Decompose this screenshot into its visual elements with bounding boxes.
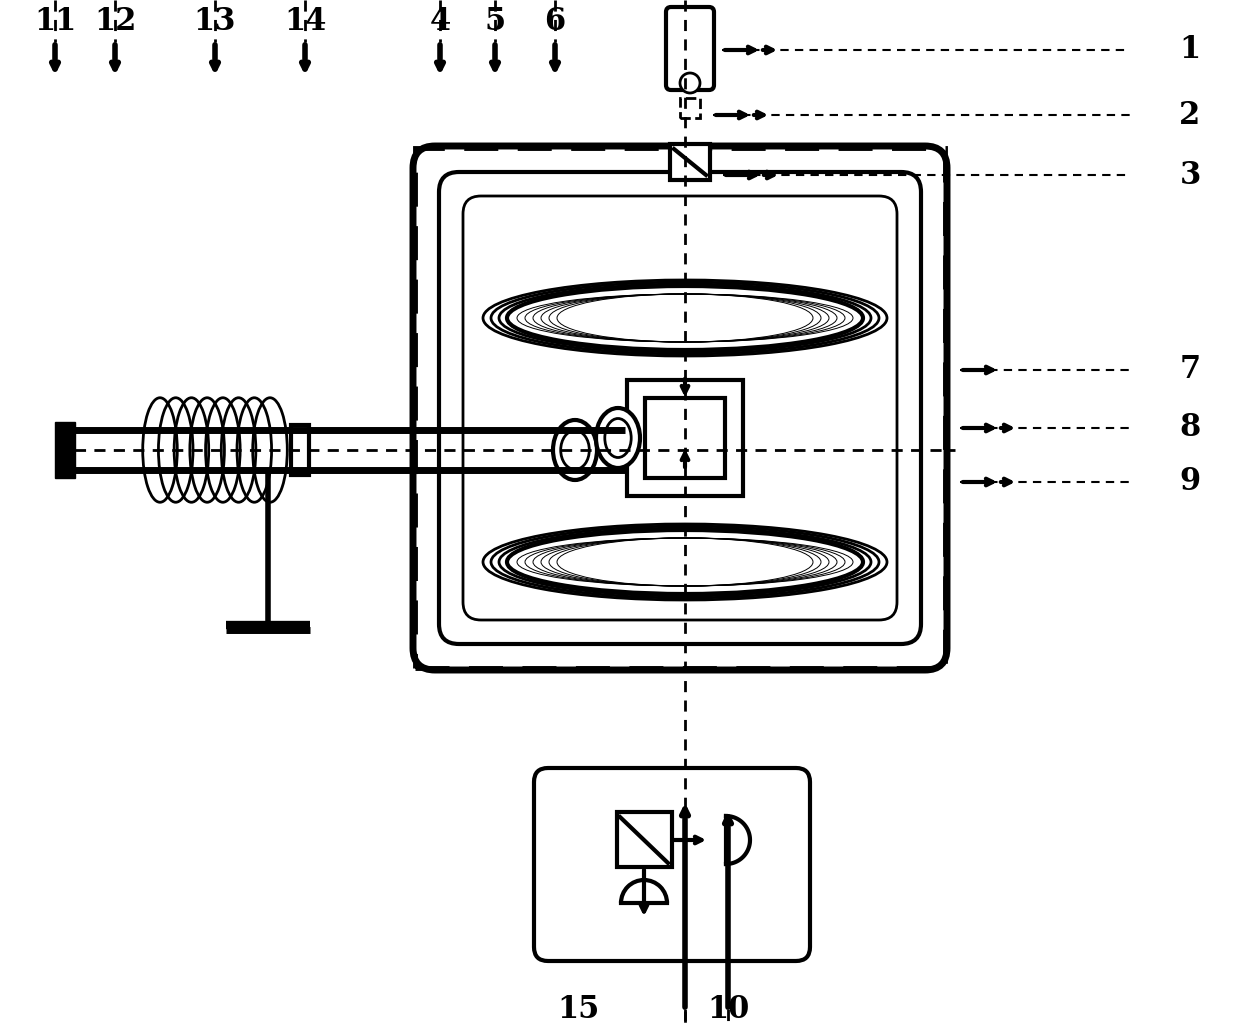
Ellipse shape bbox=[596, 408, 640, 468]
FancyBboxPatch shape bbox=[666, 7, 714, 90]
Text: 5: 5 bbox=[485, 6, 506, 37]
Text: 4: 4 bbox=[429, 6, 450, 37]
Circle shape bbox=[680, 73, 701, 93]
Bar bbox=[645, 398, 725, 478]
Text: 12: 12 bbox=[94, 6, 136, 37]
Bar bbox=[680, 98, 701, 118]
Text: 13: 13 bbox=[193, 6, 237, 37]
FancyBboxPatch shape bbox=[534, 768, 810, 961]
Text: 1: 1 bbox=[1179, 34, 1200, 66]
Bar bbox=[627, 380, 743, 496]
Text: 2: 2 bbox=[1179, 100, 1200, 131]
Bar bbox=[670, 144, 711, 180]
Text: 11: 11 bbox=[33, 6, 76, 37]
Text: 7: 7 bbox=[1179, 355, 1200, 386]
Text: 8: 8 bbox=[1179, 412, 1200, 443]
Bar bbox=[618, 812, 672, 867]
Text: 10: 10 bbox=[707, 995, 749, 1026]
Text: 6: 6 bbox=[544, 6, 565, 37]
Text: 3: 3 bbox=[1179, 160, 1200, 191]
Ellipse shape bbox=[553, 420, 596, 480]
Text: 14: 14 bbox=[284, 6, 326, 37]
Bar bbox=[291, 425, 309, 475]
Text: 15: 15 bbox=[557, 995, 599, 1026]
Bar bbox=[55, 422, 74, 478]
Text: 9: 9 bbox=[1179, 466, 1200, 498]
Bar bbox=[415, 148, 945, 668]
